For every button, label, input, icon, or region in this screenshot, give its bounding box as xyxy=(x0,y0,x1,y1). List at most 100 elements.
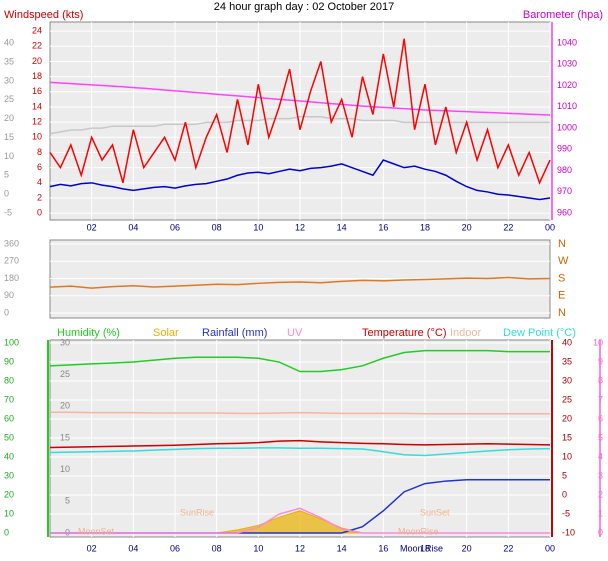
tick-label: 4 xyxy=(37,177,42,187)
tick-label: 90 xyxy=(4,290,14,300)
x-tick-label: 12 xyxy=(295,543,305,553)
annotation: MoonRise xyxy=(398,526,439,536)
tick-label: 5 xyxy=(598,432,603,442)
x-tick-label: 20 xyxy=(462,543,472,553)
tick-label: 0 xyxy=(37,208,42,218)
tick-label: 100 xyxy=(4,337,19,347)
tick-label: 1030 xyxy=(557,59,577,69)
tick-label: -5 xyxy=(4,207,12,217)
x-tick-label: 14 xyxy=(337,222,347,232)
tick-label: 1020 xyxy=(557,80,577,90)
tick-label: 1 xyxy=(598,508,603,518)
tick-label: 0 xyxy=(4,189,9,199)
x-tick-label: 16 xyxy=(378,222,388,232)
tick-label: 25 xyxy=(562,394,572,404)
tick-label: 40 xyxy=(562,337,572,347)
tick-label: 15 xyxy=(60,432,70,442)
tick-label: -10 xyxy=(562,527,575,537)
x-tick-label: 22 xyxy=(503,543,513,553)
tick-label: 30 xyxy=(4,75,14,85)
tick-label: 7 xyxy=(598,394,603,404)
tick-label: 24 xyxy=(32,25,42,35)
y2-axis-label: Barometer (hpa) xyxy=(523,9,603,21)
tick-label: 60 xyxy=(4,413,14,423)
x-tick-label: 16 xyxy=(378,543,388,553)
tick-label: 10 xyxy=(562,451,572,461)
legend-entry: Dew Point (°C) xyxy=(503,327,576,339)
tick-label: 35 xyxy=(562,356,572,366)
tick-label: 40 xyxy=(4,451,14,461)
line xyxy=(50,411,550,415)
y-axis-label: Windspeed (kts) xyxy=(4,9,83,21)
line xyxy=(49,447,551,457)
tick-label: -5 xyxy=(562,508,570,518)
tick-label: 10 xyxy=(4,151,14,161)
x-tick-label: 06 xyxy=(170,543,180,553)
tick-label: 360 xyxy=(4,238,19,248)
tick-label: 10 xyxy=(32,132,42,142)
x-tick-label: 20 xyxy=(462,222,472,232)
tick-label: 5 xyxy=(4,170,9,180)
tick-label: 20 xyxy=(60,401,70,411)
annotation: MoonSet xyxy=(78,526,115,536)
tick-label: 16 xyxy=(32,86,42,96)
tick-label: 0 xyxy=(562,489,567,499)
tick-label: 10 xyxy=(4,508,14,518)
legend-entry: Temperature (°C) xyxy=(362,327,446,339)
x-tick-label: 04 xyxy=(128,222,138,232)
line xyxy=(50,507,550,534)
tick-label: 15 xyxy=(4,132,14,142)
tick-label: 20 xyxy=(4,113,14,123)
tick-label: 15 xyxy=(562,432,572,442)
tick-label: 4 xyxy=(598,451,603,461)
compass-label: N xyxy=(558,238,566,250)
tick-label: 1040 xyxy=(557,37,577,47)
annotation: Moon Rise xyxy=(400,543,443,553)
tick-label: 70 xyxy=(4,394,14,404)
x-tick-label: 06 xyxy=(170,222,180,232)
annotation: SunRise xyxy=(180,507,214,517)
tick-label: 0 xyxy=(4,527,9,537)
tick-label: 270 xyxy=(4,256,19,266)
tick-label: 5 xyxy=(562,470,567,480)
tick-label: 9 xyxy=(598,356,603,366)
tick-label: 970 xyxy=(557,186,572,196)
line xyxy=(49,276,551,289)
tick-label: 0 xyxy=(4,307,9,317)
tick-label: 6 xyxy=(37,162,42,172)
compass-label: N xyxy=(558,307,566,319)
tick-label: 10 xyxy=(60,464,70,474)
legend-entry: Humidity (%) xyxy=(57,327,120,339)
line xyxy=(49,81,551,116)
compass-label: E xyxy=(558,290,565,302)
x-tick-label: 18 xyxy=(420,222,430,232)
tick-label: 180 xyxy=(4,273,19,283)
tick-label: 2 xyxy=(37,192,42,202)
x-tick-label: 02 xyxy=(87,222,97,232)
line xyxy=(49,439,551,449)
tick-label: 960 xyxy=(557,207,572,217)
legend-entry: UV xyxy=(287,327,303,339)
tick-label: 8 xyxy=(37,147,42,157)
tick-label: 20 xyxy=(4,489,14,499)
x-tick-label: 08 xyxy=(212,222,222,232)
x-tick-label: 10 xyxy=(253,543,263,553)
x-tick-label: 22 xyxy=(503,222,513,232)
tick-label: 30 xyxy=(562,375,572,385)
annotation: SunSet xyxy=(420,507,450,517)
tick-label: 30 xyxy=(60,337,70,347)
tick-label: 20 xyxy=(562,413,572,423)
tick-label: 1010 xyxy=(557,101,577,111)
line xyxy=(49,349,550,373)
tick-label: 3 xyxy=(598,470,603,480)
x-tick-label: 00 xyxy=(545,222,555,232)
tick-label: 980 xyxy=(557,165,572,175)
tick-label: 0 xyxy=(598,527,603,537)
tick-label: 50 xyxy=(4,432,14,442)
x-tick-label: 04 xyxy=(128,543,138,553)
legend-entry: Indoor xyxy=(450,327,482,339)
x-tick-label: 12 xyxy=(295,222,305,232)
tick-label: 2 xyxy=(598,489,603,499)
legend-entry: Rainfall (mm) xyxy=(202,327,267,339)
